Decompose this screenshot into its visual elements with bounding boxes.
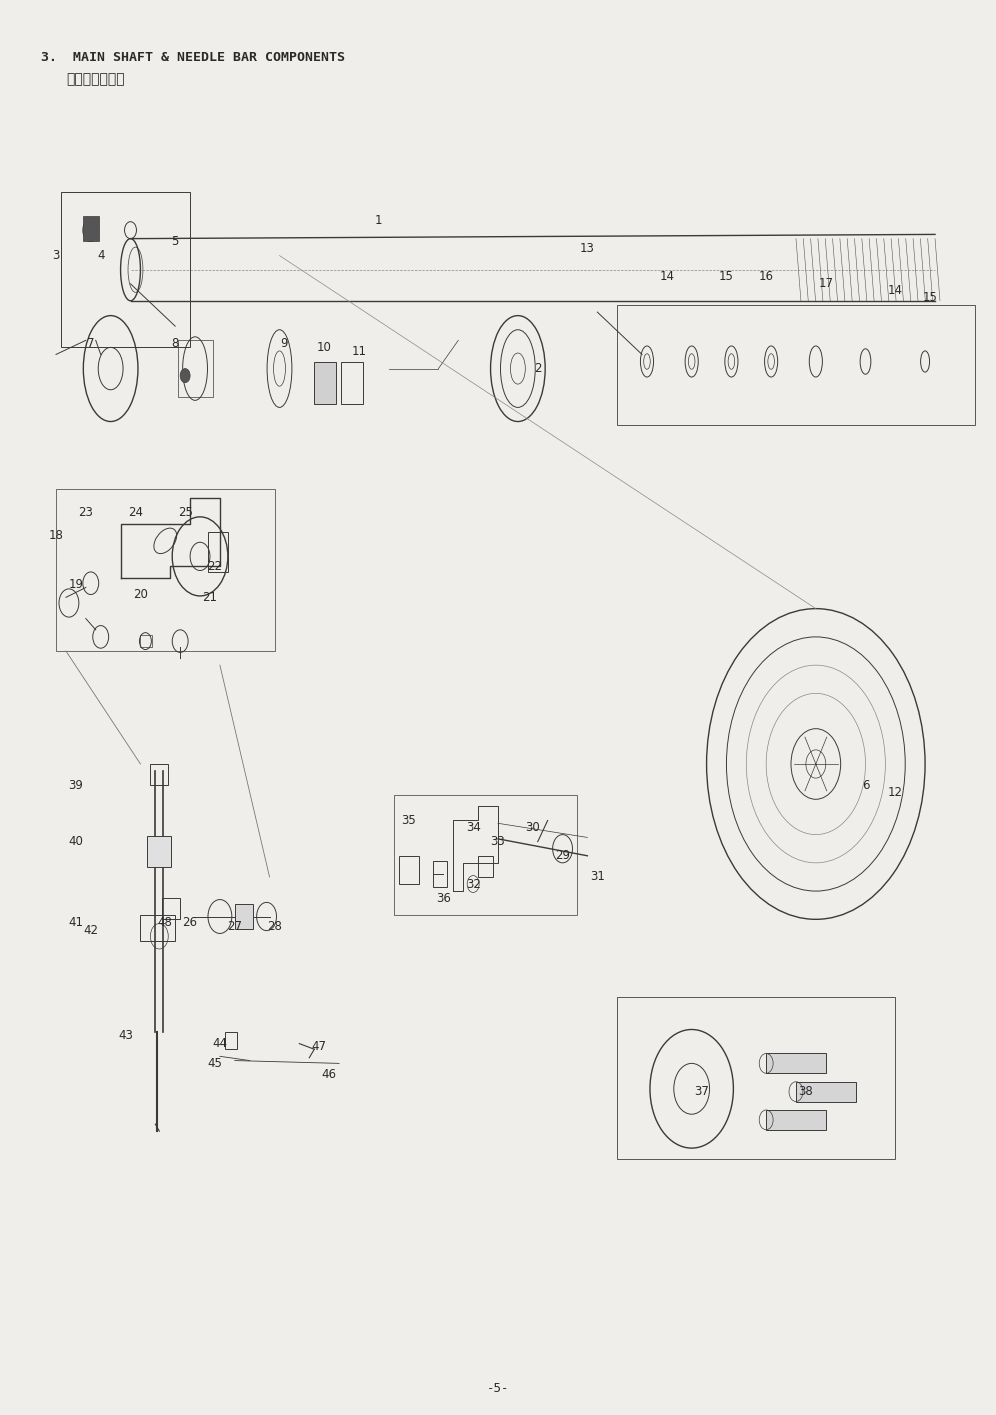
Text: 44: 44 [212, 1037, 227, 1050]
Text: 36: 36 [436, 891, 451, 904]
Text: 24: 24 [127, 507, 143, 519]
Text: 47: 47 [312, 1040, 327, 1053]
Text: 14: 14 [659, 270, 674, 283]
Text: 9: 9 [281, 337, 288, 350]
Text: 39: 39 [69, 778, 84, 791]
Bar [766, 1109, 826, 1129]
Bar [478, 856, 493, 877]
Text: 41: 41 [69, 916, 84, 928]
Bar [178, 341, 213, 396]
Text: 30: 30 [525, 821, 540, 833]
Bar [225, 1033, 237, 1050]
Text: 11: 11 [352, 345, 367, 358]
Bar [208, 532, 228, 572]
Text: 33: 33 [491, 835, 505, 848]
Text: 15: 15 [719, 270, 734, 283]
Text: 6: 6 [862, 778, 870, 791]
Bar [61, 192, 190, 348]
Bar [140, 635, 152, 647]
Text: 17: 17 [819, 277, 834, 290]
Text: 5: 5 [171, 235, 179, 248]
Text: 35: 35 [401, 814, 416, 826]
Text: 32: 32 [466, 877, 481, 890]
Text: 27: 27 [227, 920, 242, 932]
Text: 25: 25 [177, 507, 192, 519]
Text: 29: 29 [555, 849, 570, 862]
Text: 3.  MAIN SHAFT & NEEDLE BAR COMPONENTS: 3. MAIN SHAFT & NEEDLE BAR COMPONENTS [41, 51, 346, 64]
Bar [341, 361, 363, 403]
Text: 26: 26 [182, 916, 197, 928]
Text: 38: 38 [799, 1085, 814, 1098]
Text: 21: 21 [202, 591, 217, 604]
Text: 19: 19 [69, 579, 84, 591]
Bar [315, 361, 336, 403]
Bar [162, 899, 180, 920]
Text: 23: 23 [79, 507, 94, 519]
Text: 34: 34 [466, 821, 481, 833]
Text: 28: 28 [267, 920, 282, 932]
Text: 4: 4 [97, 249, 105, 262]
Bar [433, 862, 447, 887]
Text: 48: 48 [157, 916, 172, 928]
Text: 43: 43 [119, 1029, 133, 1041]
Bar [796, 1081, 856, 1101]
Text: 14: 14 [887, 284, 902, 297]
Bar [140, 916, 175, 941]
Text: 46: 46 [322, 1068, 337, 1081]
Bar [83, 216, 99, 242]
Text: 15: 15 [922, 291, 937, 304]
Bar [618, 998, 895, 1159]
Text: 20: 20 [133, 589, 147, 601]
Text: 10: 10 [317, 341, 332, 354]
Text: 45: 45 [207, 1057, 222, 1070]
Text: 1: 1 [375, 214, 382, 226]
Text: 40: 40 [69, 835, 84, 848]
Text: 13: 13 [580, 242, 595, 255]
Bar [235, 904, 253, 930]
Text: -5-: -5- [487, 1381, 509, 1395]
Text: 8: 8 [171, 337, 179, 350]
Text: 31: 31 [590, 870, 605, 883]
Bar [618, 306, 975, 424]
Text: 3: 3 [53, 249, 60, 262]
Bar [147, 836, 171, 867]
Bar [393, 795, 578, 916]
Text: 上軸・针棒関係: 上軸・针棒関係 [66, 72, 124, 86]
Text: 22: 22 [207, 560, 222, 573]
Text: 16: 16 [759, 270, 774, 283]
Text: 2: 2 [534, 362, 542, 375]
Text: 7: 7 [87, 337, 95, 350]
Text: 42: 42 [84, 924, 99, 937]
Bar [150, 764, 168, 785]
Text: 12: 12 [887, 785, 902, 798]
Text: 18: 18 [49, 529, 64, 542]
Bar [56, 488, 275, 651]
Bar [398, 856, 418, 884]
Circle shape [180, 368, 190, 382]
Text: 37: 37 [694, 1085, 709, 1098]
Bar [766, 1054, 826, 1073]
